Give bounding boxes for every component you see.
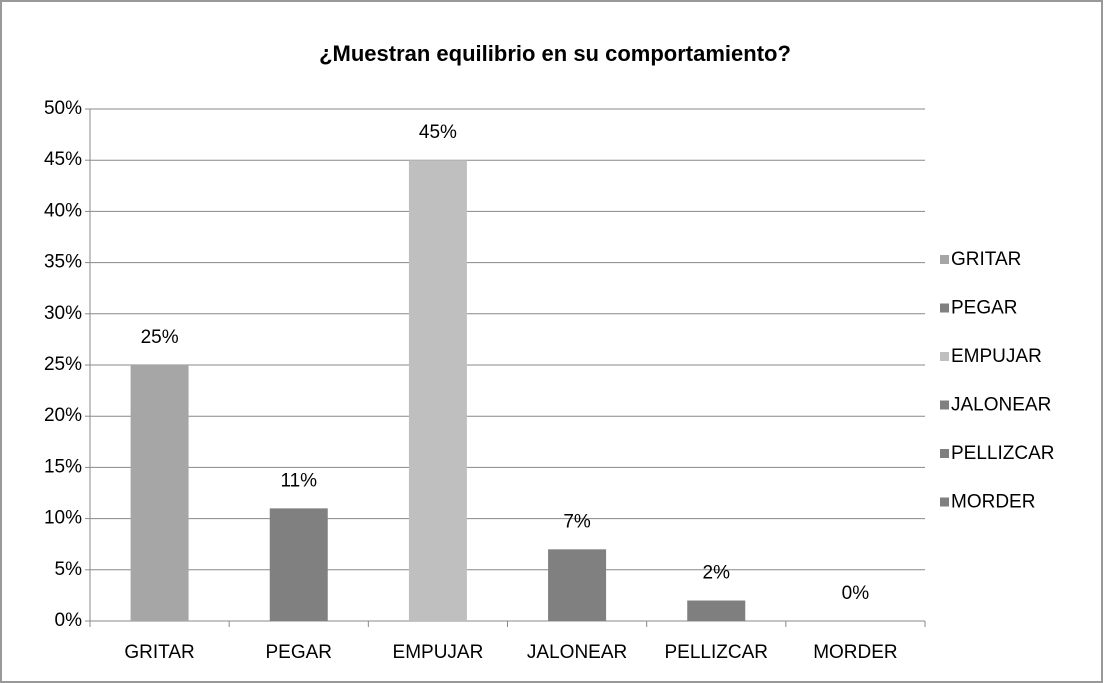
data-label: 7%: [563, 511, 591, 532]
chart-title: ¿Muestran equilibrio en su comportamient…: [319, 41, 791, 66]
y-tick-label: 50%: [44, 98, 82, 119]
legend-swatch: [940, 497, 949, 507]
y-tick-label: 45%: [44, 149, 82, 170]
y-tick-label: 5%: [55, 559, 83, 580]
x-tick-label: JALONEAR: [527, 642, 627, 663]
data-label: 11%: [280, 470, 317, 491]
data-label: 2%: [703, 563, 731, 584]
y-tick-label: 40%: [44, 200, 82, 221]
legend-label: JALONEAR: [951, 395, 1051, 416]
legend-swatch: [940, 400, 949, 410]
legend-swatch: [940, 303, 949, 313]
y-tick-label: 20%: [44, 405, 82, 426]
legend-swatch: [940, 255, 949, 264]
bar: [687, 600, 746, 621]
y-tick-label: 25%: [44, 354, 82, 375]
bar: [408, 160, 467, 621]
data-label: 25%: [141, 327, 179, 348]
legend-swatch: [940, 449, 949, 458]
y-tick-label: 30%: [44, 303, 82, 324]
x-tick-label: EMPUJAR: [393, 642, 484, 663]
legend-label: GRITAR: [951, 249, 1021, 270]
bar: [548, 549, 607, 621]
legend-label: EMPUJAR: [951, 346, 1042, 367]
data-label: 0%: [842, 583, 870, 604]
legend-label: MORDER: [951, 492, 1035, 513]
legend-label: PEGAR: [951, 298, 1018, 319]
legend-swatch: [940, 352, 949, 361]
data-label: 45%: [419, 122, 457, 143]
x-tick-label: MORDER: [813, 642, 897, 663]
x-tick-label: PEGAR: [265, 642, 332, 663]
x-tick-label: GRITAR: [124, 642, 194, 663]
y-tick-label: 0%: [55, 610, 83, 631]
x-tick-label: PELLIZCAR: [665, 642, 768, 663]
y-tick-label: 15%: [44, 456, 82, 477]
bar: [269, 508, 328, 621]
bar: [130, 365, 189, 621]
legend-label: PELLIZCAR: [951, 443, 1054, 464]
y-tick-label: 35%: [44, 252, 82, 273]
y-tick-label: 10%: [44, 508, 82, 529]
